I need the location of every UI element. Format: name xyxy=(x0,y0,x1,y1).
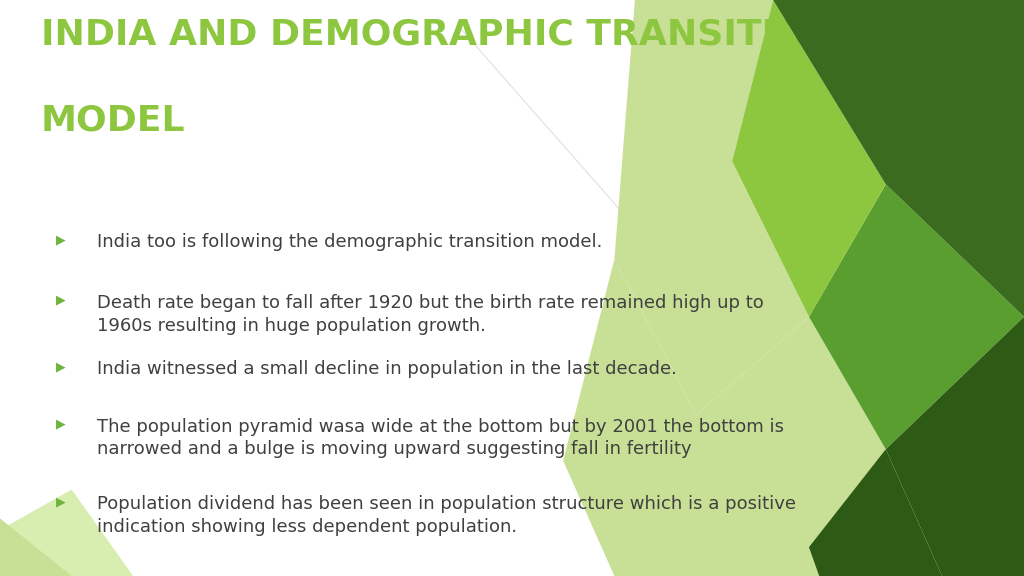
Text: The population pyramid wasa wide at the bottom but by 2001 the bottom is
narrowe: The population pyramid wasa wide at the … xyxy=(97,418,784,458)
Polygon shape xyxy=(773,0,1024,317)
Polygon shape xyxy=(0,490,133,576)
Text: ▶: ▶ xyxy=(56,294,66,307)
Polygon shape xyxy=(614,0,809,415)
Text: India too is following the demographic transition model.: India too is following the demographic t… xyxy=(97,233,603,251)
Text: Population dividend has been seen in population structure which is a positive
in: Population dividend has been seen in pop… xyxy=(97,495,797,536)
Polygon shape xyxy=(563,259,886,576)
Text: Death rate began to fall after 1920 but the birth rate remained high up to
1960s: Death rate began to fall after 1920 but … xyxy=(97,294,764,335)
Polygon shape xyxy=(809,449,942,576)
Text: ▶: ▶ xyxy=(56,495,66,509)
Text: India witnessed a small decline in population in the last decade.: India witnessed a small decline in popul… xyxy=(97,360,677,378)
Polygon shape xyxy=(0,518,72,576)
Text: ▶: ▶ xyxy=(56,360,66,373)
Polygon shape xyxy=(809,184,1024,449)
Polygon shape xyxy=(732,0,886,317)
Polygon shape xyxy=(886,317,1024,576)
Text: INDIA AND DEMOGRAPHIC TRANSITION: INDIA AND DEMOGRAPHIC TRANSITION xyxy=(41,17,836,51)
Text: ▶: ▶ xyxy=(56,233,66,247)
Text: MODEL: MODEL xyxy=(41,104,185,138)
Text: ▶: ▶ xyxy=(56,418,66,431)
